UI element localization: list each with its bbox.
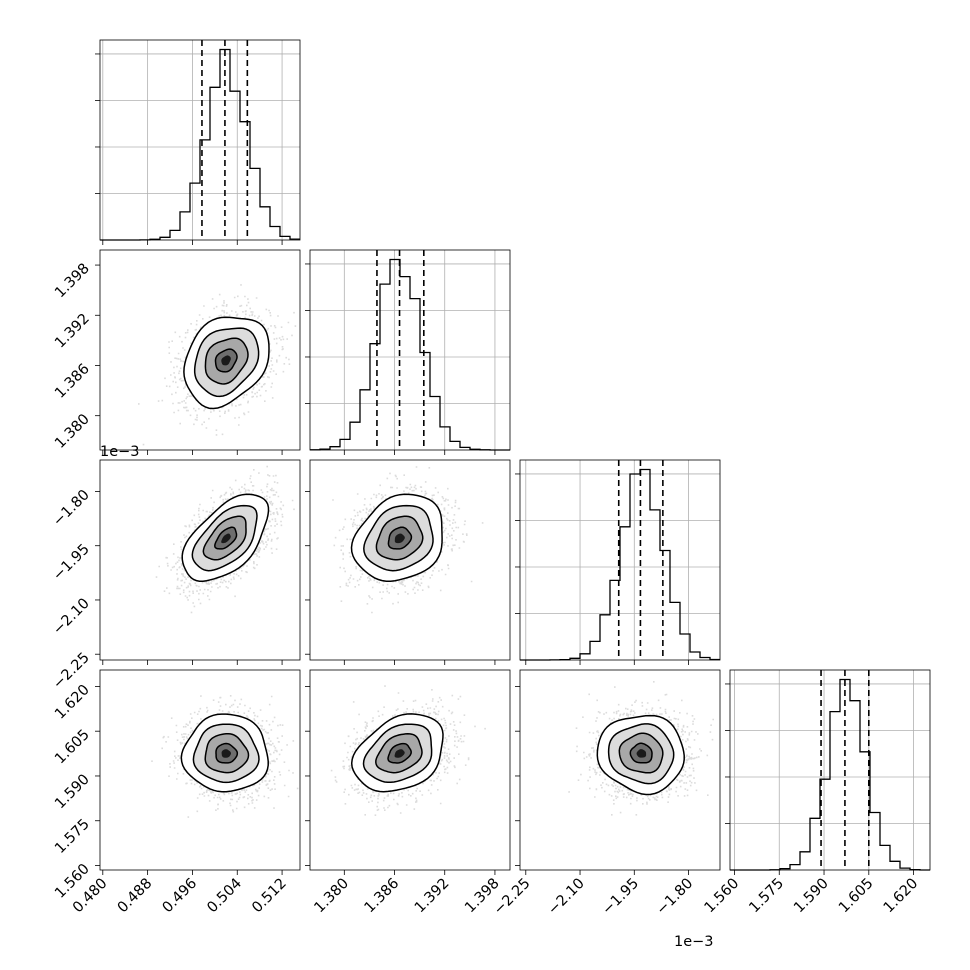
panel-3-2-scatter bbox=[568, 681, 714, 816]
hist-panel-3-frame bbox=[729, 669, 931, 871]
panel-1-0-contour-2 bbox=[193, 327, 260, 398]
panel-3-0-contour-3 bbox=[180, 713, 269, 793]
hist-2-step bbox=[520, 468, 720, 661]
panel-2-1-contour-2 bbox=[363, 504, 434, 572]
panel-2-0-contour-2 bbox=[191, 504, 258, 572]
panel-3-0-contour-1 bbox=[204, 732, 250, 774]
panels-layer: 0.480 0.488 0.496 0.504 0.512 1.380 1.386 1.392… bbox=[50, 39, 931, 918]
panel-3-2 bbox=[515, 669, 721, 875]
panel-3-2-fill-4 bbox=[636, 749, 647, 758]
panel-3-1-fill-4 bbox=[394, 749, 405, 758]
panel-2-0-contour-1 bbox=[202, 515, 247, 561]
panel-3-2-points bbox=[568, 681, 714, 816]
panel-3-0-fill-4 bbox=[221, 749, 231, 758]
panel-3-2-contour-1 bbox=[618, 732, 664, 774]
panel-3-2-contour-0 bbox=[629, 742, 653, 764]
panel-1-0-frame bbox=[99, 249, 301, 451]
hist-1-step bbox=[310, 258, 510, 451]
panel-3-2-content bbox=[568, 681, 714, 816]
panel-2-0-contour-0 bbox=[214, 526, 238, 550]
panel-1-0-contour-1 bbox=[204, 337, 249, 385]
panel-2-0-contour-3 bbox=[181, 493, 270, 582]
hist-panel-0 bbox=[95, 39, 301, 245]
panel-3-2-contour-3 bbox=[596, 714, 685, 796]
panel-3-1-contour-0 bbox=[387, 742, 412, 764]
panel-2-1-contour-0 bbox=[387, 526, 413, 550]
panel-3-1 bbox=[305, 669, 511, 875]
panel-3-0-content bbox=[151, 695, 299, 818]
panel-2-1-contour-1 bbox=[375, 515, 424, 561]
y-offset-label: 1e−3 bbox=[100, 444, 140, 460]
panel-2-1-content bbox=[332, 466, 484, 614]
hist-panel-1-frame bbox=[309, 249, 511, 451]
panel-2-1-contour-3 bbox=[350, 493, 443, 582]
panel-1-0-contour-0 bbox=[214, 348, 238, 373]
panel-1-0 bbox=[95, 249, 301, 455]
panel-2-0-frame bbox=[99, 459, 301, 661]
panel-3-1-contour-3 bbox=[350, 713, 444, 793]
panel-2-0 bbox=[95, 459, 301, 665]
panel-3-0-contour-2 bbox=[192, 723, 260, 784]
panel-3-1-contour-1 bbox=[375, 733, 423, 774]
panel-2-0-content bbox=[155, 465, 295, 614]
panel-3-2-frame bbox=[519, 669, 721, 871]
panel-3-0 bbox=[95, 669, 301, 875]
panel-3-2-contour-2 bbox=[607, 723, 675, 785]
x-offset-label: 1e−3 bbox=[674, 934, 714, 950]
panel-3-0-contour-0 bbox=[215, 742, 239, 764]
panel-1-0-fill-4 bbox=[221, 355, 231, 366]
hist-panel-2-frame bbox=[519, 459, 721, 661]
hist-panel-1 bbox=[305, 249, 511, 455]
panel-3-1-contour-2 bbox=[362, 723, 433, 784]
panel-2-1-fill-4 bbox=[394, 533, 405, 544]
panel-3-1-frame bbox=[309, 669, 511, 871]
panel-2-1 bbox=[305, 459, 511, 665]
hist-panel-3 bbox=[725, 669, 931, 875]
panel-1-0-contour-3 bbox=[183, 316, 270, 410]
hist-panel-0-frame bbox=[99, 39, 301, 241]
panel-2-0-fill-4 bbox=[221, 533, 231, 544]
panel-3-0-frame bbox=[99, 669, 301, 871]
panel-2-1-frame bbox=[309, 459, 511, 661]
hist-panel-2 bbox=[515, 459, 721, 665]
panel-3-1-content bbox=[330, 685, 486, 816]
panel-1-0-content bbox=[138, 284, 297, 446]
